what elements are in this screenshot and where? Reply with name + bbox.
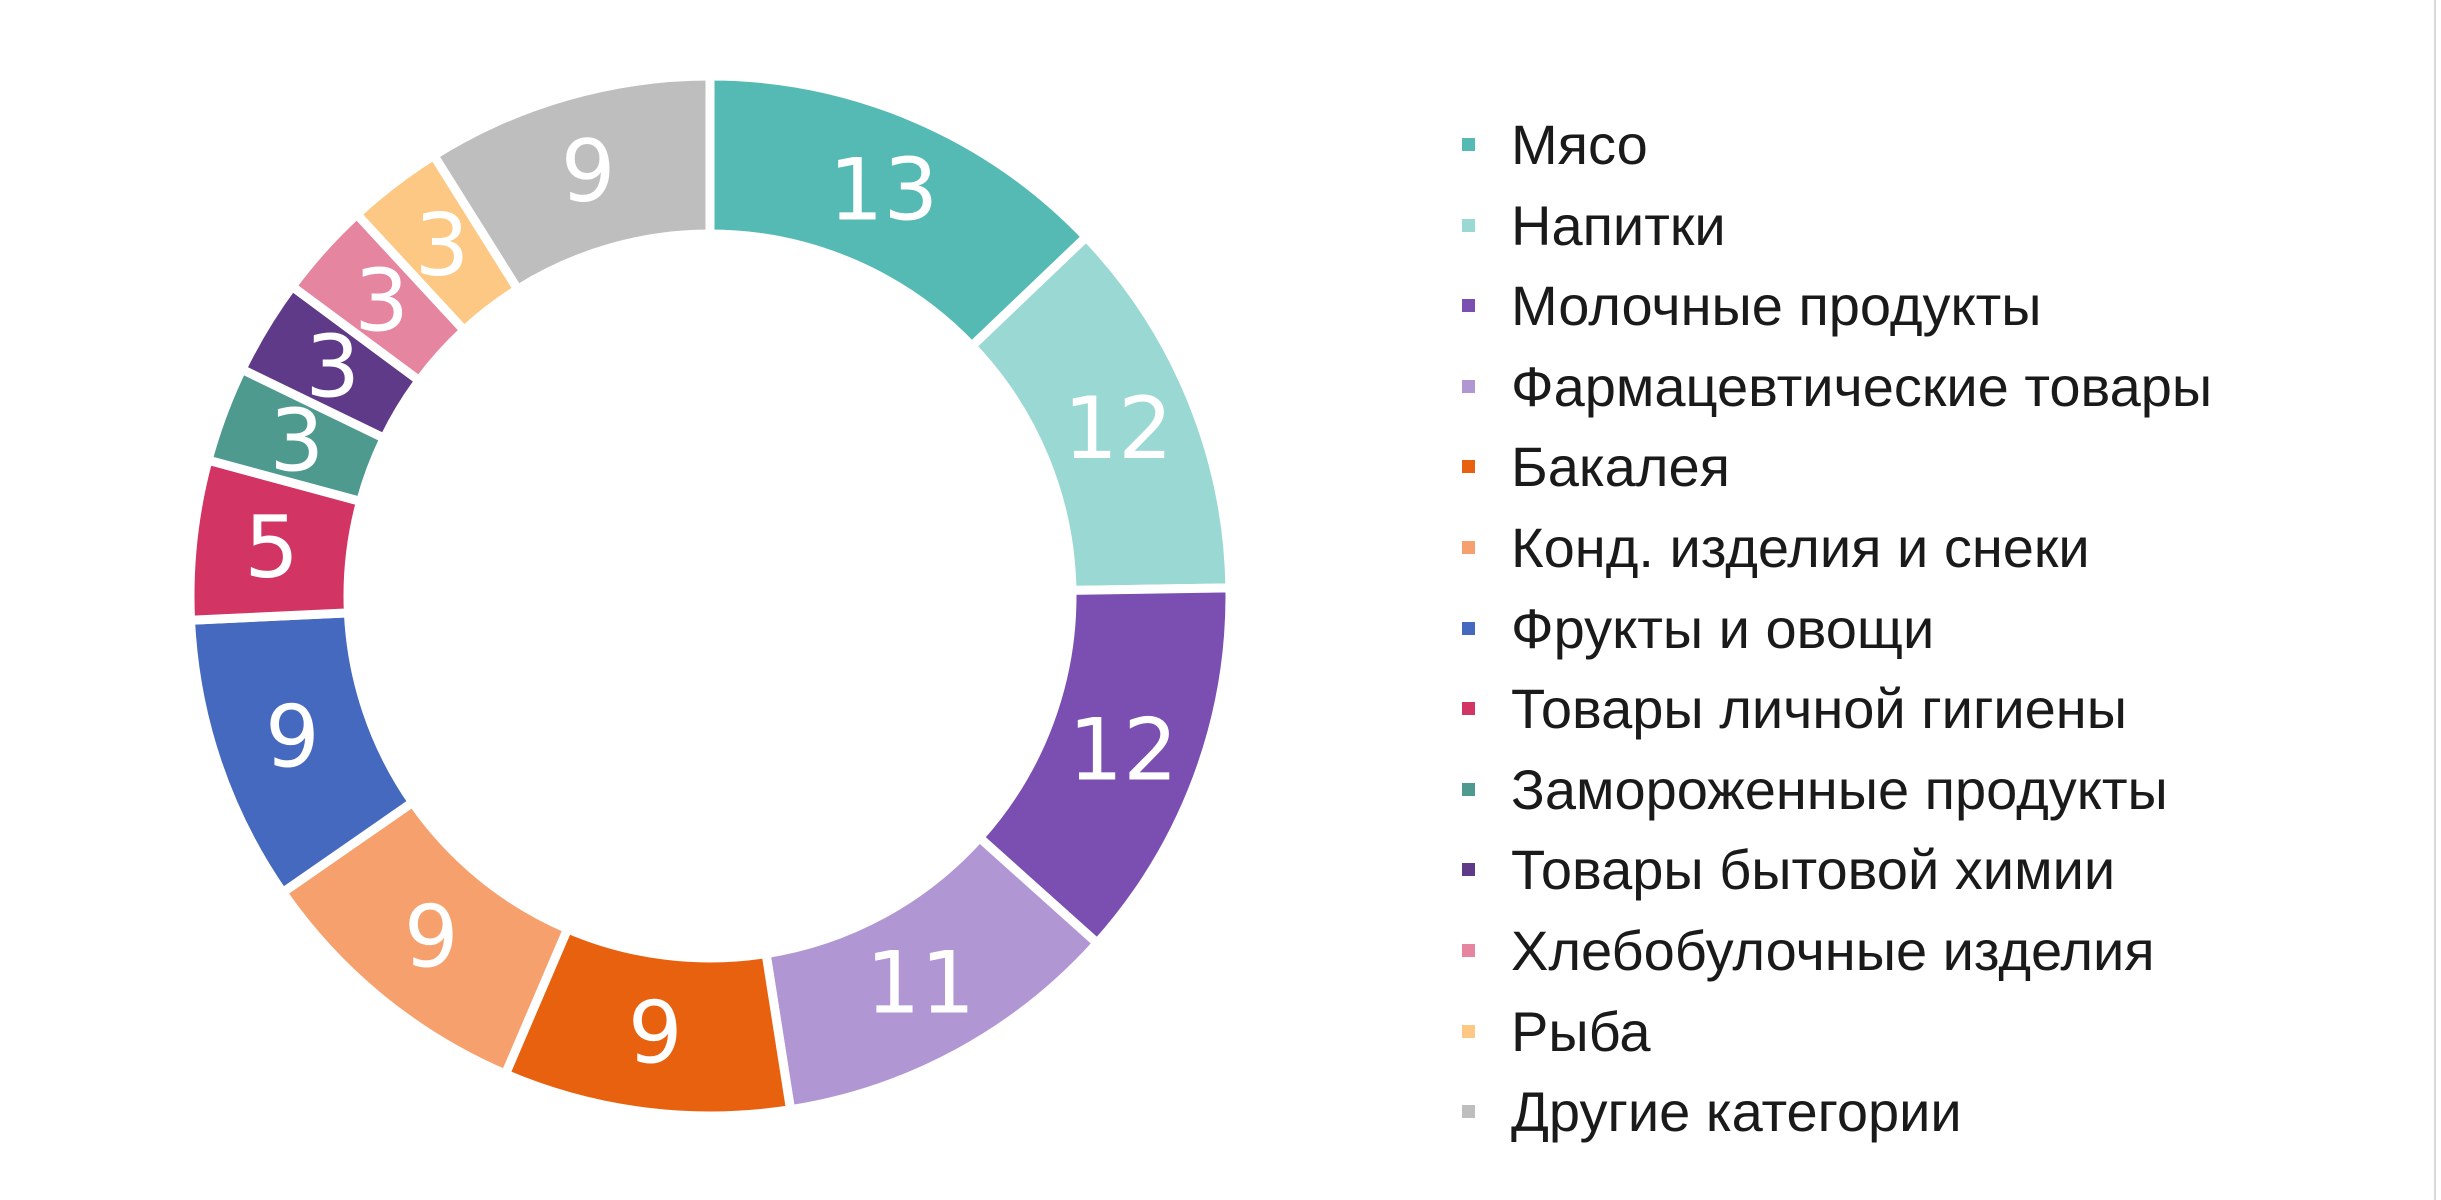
legend-label: Конд. изделия и снеки [1511, 515, 2090, 579]
slice-data-label: 13 [829, 141, 938, 241]
legend-label: Хлебобулочные изделия [1511, 918, 2155, 982]
legend-swatch [1462, 540, 1475, 554]
donut-slices [185, 71, 1235, 1121]
slice-data-label: 12 [1068, 700, 1177, 800]
legend-swatch [1462, 621, 1475, 635]
donut-slice [427, 71, 715, 296]
frame-edge-line [2434, 0, 2436, 1200]
legend-label: Фрукты и овощи [1511, 596, 1935, 660]
legend-label: Молочные продукты [1511, 274, 2042, 338]
slice-data-label: 9 [561, 122, 616, 222]
legend-label: Мясо [1511, 113, 1648, 176]
legend-swatch [1462, 299, 1475, 313]
slice-data-label: 9 [265, 687, 320, 787]
legend-swatch [1462, 1024, 1475, 1038]
legend-swatch [1462, 863, 1475, 877]
legend-swatch [1462, 218, 1475, 232]
slice-data-label: 3 [354, 252, 409, 352]
slice-data-label: 3 [415, 196, 470, 296]
slice-data-label: 9 [628, 984, 683, 1084]
legend-label: Рыба [1511, 999, 1651, 1063]
legend-swatch [1462, 1105, 1475, 1119]
slice-data-label: 11 [866, 934, 975, 1034]
legend-label: Замороженные продукты [1511, 757, 2168, 821]
legend-swatch [1462, 782, 1475, 796]
legend-swatch [1462, 138, 1475, 151]
legend-label: Фармацевтические товары [1511, 354, 2213, 418]
legend-label: Товары бытовой химии [1511, 838, 2116, 902]
slice-data-label: 9 [404, 888, 459, 988]
legend-label: Бакалея [1511, 435, 1730, 499]
slice-data-label: 12 [1063, 379, 1172, 479]
legend-label: Товары личной гигиены [1511, 677, 2127, 741]
legend-label: Напитки [1511, 193, 1726, 257]
legend-swatch [1462, 702, 1475, 716]
slice-data-label: 3 [270, 392, 325, 492]
slice-data-label: 5 [244, 498, 299, 598]
legend-swatch [1462, 460, 1475, 474]
legend-swatch [1462, 943, 1475, 957]
slice-data-label: 3 [305, 318, 360, 418]
legend-swatch [1462, 379, 1475, 393]
legend-label: Другие категории [1511, 1080, 1962, 1144]
